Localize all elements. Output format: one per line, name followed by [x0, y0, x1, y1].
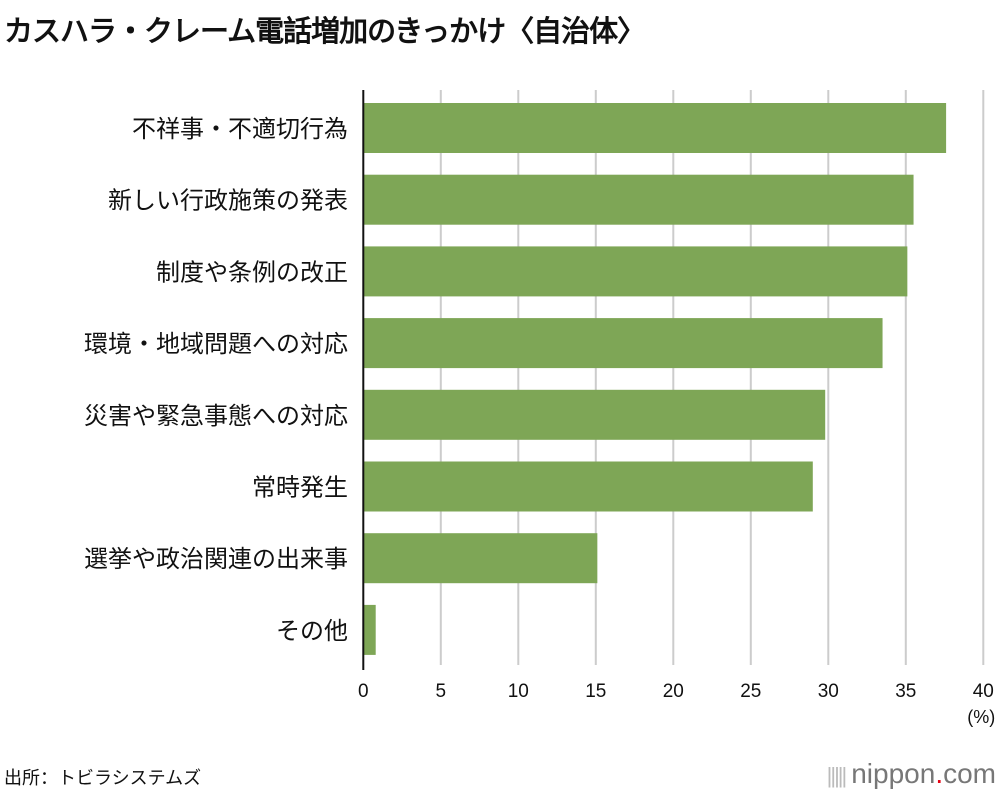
bar [363, 103, 947, 153]
category-label: 不祥事・不適切行為 [132, 115, 348, 143]
category-label: 制度や条例の改正 [156, 258, 348, 286]
category-label: 災害や緊急事態への対応 [84, 402, 348, 430]
x-tick-label: 5 [436, 681, 447, 702]
bar [363, 461, 813, 512]
nippon-logo: ||||| nippon.com [826, 758, 996, 789]
bar [363, 318, 883, 369]
x-tick-label: 40 [973, 681, 994, 702]
category-label: 常時発生 [252, 474, 348, 502]
x-tick-label: 20 [663, 681, 684, 702]
x-tick-label: 0 [358, 681, 369, 702]
x-tick-label: 25 [740, 681, 761, 702]
bar [363, 246, 908, 297]
logo-bars-icon: ||||| [826, 763, 848, 788]
category-label: 環境・地域問題への対応 [84, 330, 348, 358]
category-label: その他 [276, 617, 348, 645]
category-label: 新しい行政施策の発表 [108, 187, 348, 215]
bar [363, 533, 598, 584]
bar [363, 174, 914, 225]
chart-title: カスハラ・クレーム電話増加のきっかけ〈自治体〉 [4, 14, 646, 48]
source-note: 出所：トビラシステムズ [4, 768, 202, 789]
category-label: 選挙や政治関連の出来事 [84, 545, 348, 573]
x-tick-label: 15 [585, 681, 606, 702]
x-unit-label: (%) [967, 707, 995, 727]
bar [363, 604, 376, 655]
x-tick-label: 35 [895, 681, 916, 702]
x-tick-label: 10 [508, 681, 529, 702]
bar [363, 389, 826, 440]
x-tick-label: 30 [818, 681, 839, 702]
